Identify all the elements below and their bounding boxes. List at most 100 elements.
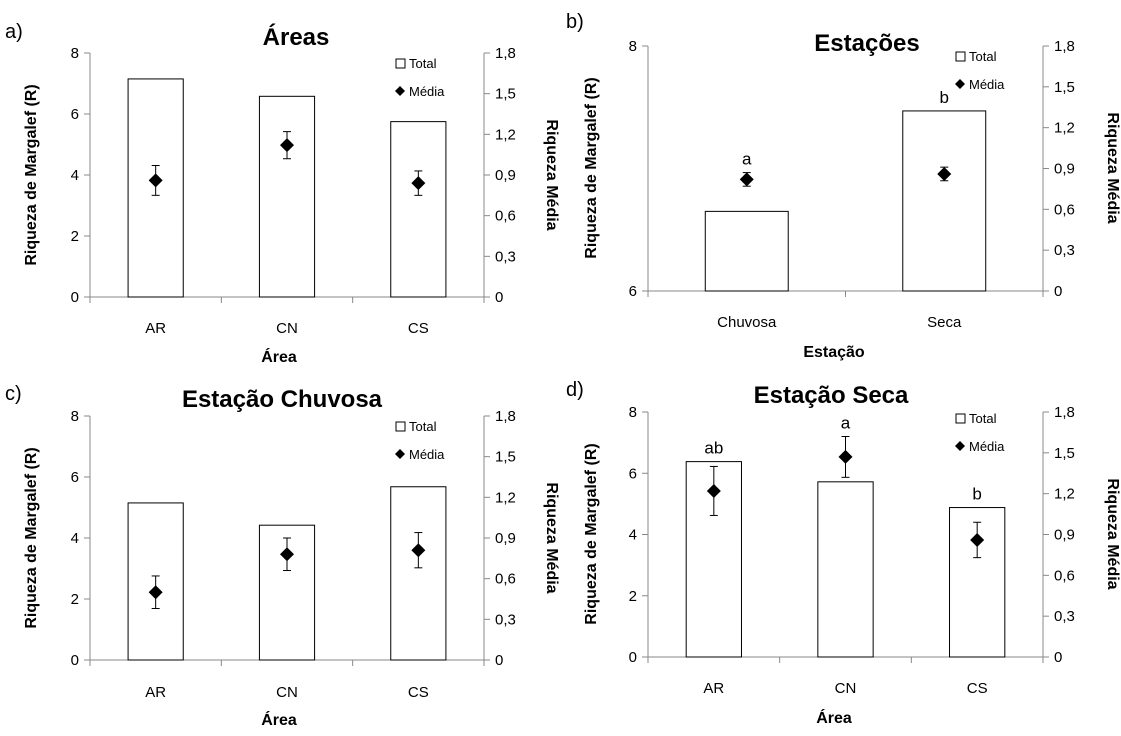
panel-3-ytick-left-label: 0 <box>71 652 79 669</box>
panel-3-ytick-left-label: 2 <box>71 591 79 608</box>
panel-1-ytick-left-label: 4 <box>71 167 79 184</box>
panel-2-legend-swatch-total <box>955 51 966 62</box>
panel-1-legend-label-total: Total <box>409 56 437 71</box>
panel-1-y-axis-label-left: Riqueza de Margalef (R) <box>23 84 40 265</box>
panel-3-ytick-right-label: 0,9 <box>495 530 516 547</box>
panel-1-ytick-right-label: 0,6 <box>495 208 516 225</box>
panel-3-legend-label-media: Média <box>409 447 445 462</box>
panel-1-point-CS <box>411 176 426 191</box>
panel-1-ytick-left-label: 6 <box>71 106 79 123</box>
panel-3-ytick-right-label: 1,5 <box>495 449 516 466</box>
panel-2-ytick-right-label: 1,8 <box>1054 38 1075 55</box>
panel-4-ytick-left-label: 0 <box>629 649 637 666</box>
panel-2-y-axis-label-left: Riqueza de Margalef (R) <box>583 77 600 258</box>
panel-3-legend-label-total: Total <box>409 419 437 434</box>
panel-3-ytick-right-label: 1,8 <box>495 408 516 425</box>
panel-3-ytick-left-label: 6 <box>71 469 79 486</box>
panel-4-y-axis-label-right: Riqueza Média <box>1104 478 1121 589</box>
panel-3-category-label: CN <box>276 684 298 701</box>
panel-4-category-label: CN <box>835 680 857 697</box>
panel-1-ytick-right-label: 0,9 <box>495 167 516 184</box>
panel-3-ytick-right-label: 0,3 <box>495 611 516 628</box>
panel-1-bar-CN <box>258 95 316 298</box>
panel-4-category-label: CS <box>967 680 988 697</box>
panel-2-ytick-right-label: 1,2 <box>1054 120 1075 137</box>
panel-1-ytick-left-label: 0 <box>71 289 79 306</box>
panel-2-ytick-left-label: 8 <box>629 38 637 55</box>
panel-4-ytick-right-label: 1,5 <box>1054 445 1075 462</box>
panel-1-title: Áreas <box>263 23 330 51</box>
panel-1-panel-letter: a) <box>5 21 23 43</box>
panel-2-category-label: Chuvosa <box>717 314 777 331</box>
panel-4-point-CS <box>970 532 985 547</box>
panel-3-y-axis-label-left: Riqueza de Margalef (R) <box>23 447 40 628</box>
panel-3-legend-swatch-total <box>395 421 406 432</box>
panel-2-y-axis-label-right: Riqueza Média <box>1104 112 1121 223</box>
panel-4-ytick-left-label: 8 <box>629 404 637 421</box>
panel-3-point-CN <box>280 547 294 562</box>
panel-4-ytick-left-label: 2 <box>629 588 637 605</box>
panel-2-significance-label: b <box>940 88 949 107</box>
panel-3-ytick-right-label: 1,2 <box>495 489 516 506</box>
panel-2-title: Estações <box>814 30 919 57</box>
panel-4-ytick-right-label: 0,6 <box>1054 567 1075 584</box>
panel-1-point-CN <box>280 138 294 153</box>
panel-4-ytick-left-label: 4 <box>629 527 637 544</box>
panel-4-panel-letter: d) <box>566 379 584 401</box>
panel-4-point-CN <box>838 449 853 464</box>
panel-1-category-label: AR <box>145 320 166 337</box>
panel-3-ytick-right-label: 0 <box>495 652 503 669</box>
panel-4-ytick-left-label: 6 <box>629 465 637 482</box>
panel-4-bar-CS <box>949 507 1006 658</box>
panel-4-ytick-right-label: 0,3 <box>1054 608 1075 625</box>
panel-1-legend-swatch-total <box>395 58 406 69</box>
panel-1-point-AR <box>148 173 163 188</box>
panel-1-ytick-right-label: 1,2 <box>495 126 516 143</box>
panel-4-significance-label: b <box>972 485 981 504</box>
panel-4-ytick-right-label: 1,8 <box>1054 404 1075 421</box>
panel-2-ytick-right-label: 0 <box>1054 283 1062 300</box>
panel-3-x-axis-label: Área <box>261 710 297 729</box>
panel-2-legend-label-media: Média <box>969 77 1005 92</box>
panel-2-ytick-right-label: 0,9 <box>1054 161 1075 178</box>
panel-2-x-axis-label: Estação <box>803 344 865 361</box>
panel-4-title: Estação Seca <box>754 382 909 409</box>
panel-1-ytick-left-label: 2 <box>71 228 79 245</box>
panel-3-panel-letter: c) <box>5 383 22 405</box>
panel-3-point-CS <box>411 543 426 558</box>
panel-4-legend-label-media: Média <box>969 439 1005 454</box>
panel-3-ytick-left-label: 4 <box>71 530 79 547</box>
panel-4-legend-label-total: Total <box>969 411 997 426</box>
panel-2-ytick-right-label: 1,5 <box>1054 79 1075 96</box>
panel-2-significance-label: a <box>742 150 752 169</box>
panel-3-category-label: AR <box>145 684 166 701</box>
panel-2-bar-Seca <box>902 110 987 292</box>
panel-4-bar-CN <box>817 481 874 658</box>
panel-1-legend-swatch-media <box>395 86 405 96</box>
panel-4-point-AR <box>706 483 721 498</box>
panel-1-ytick-left-label: 8 <box>71 45 79 62</box>
panel-4-x-axis-label: Área <box>816 708 852 727</box>
panel-2-ytick-left-label: 6 <box>629 283 637 300</box>
panel-1-ytick-right-label: 0 <box>495 289 503 306</box>
panel-2-legend-swatch-media <box>955 79 965 89</box>
panel-1-category-label: CS <box>408 320 429 337</box>
panel-3-y-axis-label-right: Riqueza Média <box>543 482 560 593</box>
panel-4-legend-swatch-total <box>955 413 966 424</box>
panel-4-legend-swatch-media <box>955 441 965 451</box>
panel-2-category-label: Seca <box>927 314 962 331</box>
panel-1-y-axis-label-right: Riqueza Média <box>543 119 560 230</box>
panel-2-point-Chuvosa <box>739 172 754 187</box>
panel-4-y-axis-label-left: Riqueza de Margalef (R) <box>583 443 600 624</box>
panel-4-ytick-right-label: 0,9 <box>1054 527 1075 544</box>
panel-4-ytick-right-label: 0 <box>1054 649 1062 666</box>
panel-1-ytick-right-label: 1,8 <box>495 45 516 62</box>
panel-3-ytick-left-label: 8 <box>71 408 79 425</box>
panel-3-category-label: CS <box>408 684 429 701</box>
panel-1-ytick-right-label: 0,3 <box>495 248 516 265</box>
panel-2-bar-Chuvosa <box>704 210 789 292</box>
panel-3-title: Estação Chuvosa <box>182 386 383 413</box>
panel-3-point-AR <box>148 585 163 600</box>
